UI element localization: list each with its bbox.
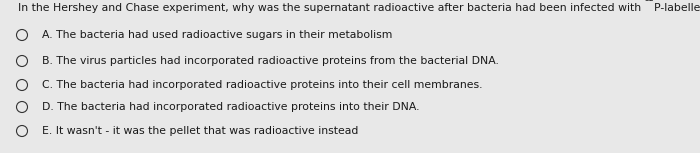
Text: In the Hershey and Chase experiment, why was the supernatant radioactive after b: In the Hershey and Chase experiment, why… [18,3,645,13]
Text: A. The bacteria had used radioactive sugars in their metabolism: A. The bacteria had used radioactive sug… [42,30,393,40]
Text: E. It wasn't - it was the pellet that was radioactive instead: E. It wasn't - it was the pellet that wa… [42,126,358,136]
Text: P-labelled viruses and centrifuged?: P-labelled viruses and centrifuged? [654,3,700,13]
Text: D. The bacteria had incorporated radioactive proteins into their DNA.: D. The bacteria had incorporated radioac… [42,102,419,112]
Text: C. The bacteria had incorporated radioactive proteins into their cell membranes.: C. The bacteria had incorporated radioac… [42,80,482,90]
Text: 32: 32 [645,0,654,3]
Text: B. The virus particles had incorporated radioactive proteins from the bacterial : B. The virus particles had incorporated … [42,56,499,66]
